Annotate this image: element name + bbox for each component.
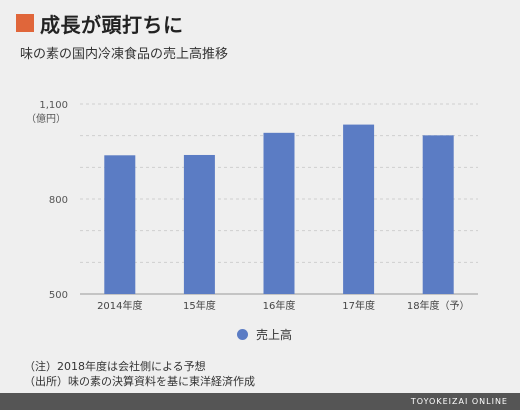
y-unit-label: （億円） xyxy=(26,112,66,125)
bars xyxy=(104,124,454,294)
legend: 売上高 xyxy=(237,326,292,343)
brand-label: TOYOKEIZAI ONLINE xyxy=(410,397,508,406)
footer-bar: TOYOKEIZAI ONLINE xyxy=(0,393,520,410)
x-tick-label: 2014年度 xyxy=(97,299,142,312)
legend-swatch xyxy=(237,329,248,340)
note-source: （出所）味の素の決算資料を基に東洋経済作成 xyxy=(24,375,255,388)
bar-1 xyxy=(183,154,215,294)
bar-2 xyxy=(263,132,295,294)
x-tick-label: 17年度 xyxy=(342,299,375,312)
y-tick-label: 1,100 xyxy=(39,100,68,111)
title-accent-square xyxy=(16,14,34,32)
chart-subtitle: 味の素の国内冷凍食品の売上高推移 xyxy=(20,47,229,62)
y-tick-label: 800 xyxy=(49,195,68,206)
x-axis: 2014年度 15年度 16年度 17年度 18年度（予） xyxy=(97,299,469,312)
x-tick-label: 16年度 xyxy=(263,299,296,312)
x-tick-label: 18年度（予） xyxy=(407,299,470,312)
y-axis: 500 800 1,100（億円） xyxy=(26,100,68,301)
bar-4 xyxy=(422,135,454,294)
bar-3 xyxy=(343,124,375,294)
y-tick-label: 500 xyxy=(49,290,68,301)
chart-title: 成長が頭打ちに xyxy=(40,12,184,37)
header: 成長が頭打ちに xyxy=(16,8,184,38)
bar-0 xyxy=(104,155,136,294)
legend-label: 売上高 xyxy=(256,328,293,342)
note-forecast: （注）2018年度は会社側による予想 xyxy=(24,360,206,373)
x-tick-label: 15年度 xyxy=(183,299,216,312)
